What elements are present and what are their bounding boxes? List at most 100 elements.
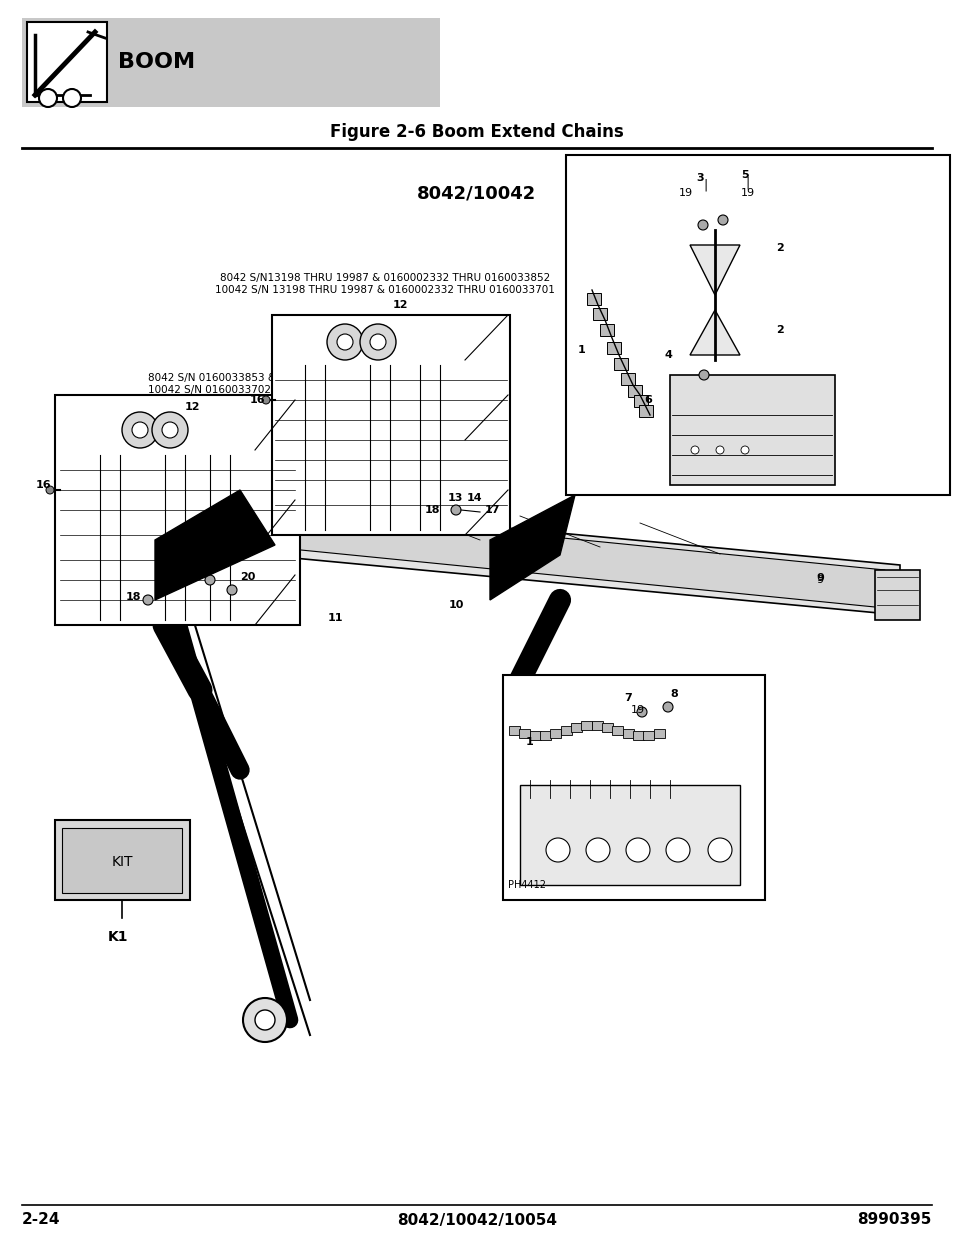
- Text: 8990395: 8990395: [857, 1213, 931, 1228]
- Bar: [27, 22, 107, 103]
- Bar: [580, 721, 592, 730]
- Text: BOOM: BOOM: [118, 52, 195, 72]
- Bar: [620, 373, 635, 384]
- Bar: [653, 729, 664, 739]
- Circle shape: [336, 333, 353, 350]
- Circle shape: [262, 396, 270, 404]
- Text: 16: 16: [36, 480, 51, 490]
- Circle shape: [451, 505, 460, 515]
- Bar: [55, 820, 190, 900]
- Text: K1: K1: [108, 930, 128, 944]
- Text: |: |: [745, 177, 749, 189]
- Bar: [539, 731, 551, 740]
- Text: 19: 19: [679, 188, 692, 198]
- Text: 2-24: 2-24: [22, 1213, 60, 1228]
- Bar: [614, 357, 628, 369]
- Text: 20: 20: [240, 572, 255, 582]
- Bar: [639, 405, 653, 417]
- Bar: [22, 19, 439, 107]
- Polygon shape: [490, 495, 575, 600]
- Text: 1: 1: [525, 737, 534, 747]
- Circle shape: [740, 446, 748, 454]
- Bar: [586, 293, 600, 305]
- Text: PH4412: PH4412: [507, 881, 545, 890]
- Bar: [519, 785, 740, 885]
- Text: 19: 19: [740, 188, 754, 198]
- Bar: [62, 827, 182, 893]
- Bar: [272, 315, 510, 535]
- Circle shape: [359, 324, 395, 359]
- Bar: [669, 375, 834, 485]
- Bar: [571, 722, 581, 732]
- Bar: [509, 726, 519, 735]
- Bar: [593, 308, 607, 320]
- Text: 10: 10: [448, 600, 463, 610]
- Circle shape: [327, 324, 363, 359]
- Circle shape: [162, 422, 178, 438]
- Text: 21: 21: [214, 558, 230, 568]
- Circle shape: [662, 701, 672, 713]
- Bar: [55, 395, 299, 625]
- Text: 9: 9: [816, 576, 822, 585]
- Circle shape: [698, 220, 707, 230]
- Text: 2: 2: [776, 325, 783, 335]
- Bar: [601, 722, 613, 732]
- Circle shape: [46, 487, 54, 494]
- Bar: [634, 395, 648, 408]
- Text: 7: 7: [623, 693, 631, 703]
- Text: 6: 6: [643, 395, 651, 405]
- Polygon shape: [689, 310, 740, 354]
- Circle shape: [63, 89, 81, 107]
- Circle shape: [545, 839, 569, 862]
- Circle shape: [690, 446, 699, 454]
- Text: 18: 18: [125, 592, 141, 601]
- Bar: [599, 324, 614, 336]
- Polygon shape: [154, 490, 274, 600]
- Bar: [612, 726, 622, 735]
- Text: 14: 14: [467, 493, 482, 503]
- Circle shape: [707, 839, 731, 862]
- Text: 8042 S/N 0160033853 & AFTER
10042 S/N 0160033702 & AFTER: 8042 S/N 0160033853 & AFTER 10042 S/N 01…: [148, 373, 318, 395]
- Bar: [529, 731, 540, 740]
- Bar: [607, 342, 620, 353]
- Circle shape: [205, 576, 214, 585]
- Circle shape: [132, 422, 148, 438]
- Polygon shape: [689, 245, 740, 295]
- Text: 18: 18: [424, 505, 439, 515]
- Polygon shape: [180, 500, 884, 608]
- Circle shape: [716, 446, 723, 454]
- Circle shape: [625, 839, 649, 862]
- Bar: [550, 729, 560, 739]
- Text: 8042/10042: 8042/10042: [416, 184, 536, 203]
- Text: 8042 S/N13198 THRU 19987 & 0160002332 THRU 0160033852
10042 S/N 13198 THRU 19987: 8042 S/N13198 THRU 19987 & 0160002332 TH…: [214, 273, 555, 295]
- Text: 16: 16: [250, 395, 266, 405]
- Text: 5: 5: [740, 170, 748, 180]
- Text: |: |: [703, 179, 707, 191]
- Circle shape: [699, 370, 708, 380]
- Polygon shape: [154, 495, 899, 615]
- Circle shape: [122, 412, 158, 448]
- Text: 13: 13: [447, 493, 462, 503]
- Text: 12: 12: [184, 403, 199, 412]
- Circle shape: [665, 839, 689, 862]
- Circle shape: [637, 706, 646, 718]
- Text: 8: 8: [669, 689, 678, 699]
- Circle shape: [227, 585, 236, 595]
- Bar: [642, 731, 654, 740]
- Text: Figure 2-6 Boom Extend Chains: Figure 2-6 Boom Extend Chains: [330, 124, 623, 141]
- Circle shape: [243, 998, 287, 1042]
- Bar: [502, 676, 764, 900]
- Text: 19: 19: [630, 705, 644, 715]
- Text: 8042/10042/10054: 8042/10042/10054: [396, 1213, 557, 1228]
- Circle shape: [152, 412, 188, 448]
- Bar: [591, 721, 602, 730]
- Bar: [560, 726, 571, 735]
- Circle shape: [718, 215, 727, 225]
- Circle shape: [143, 595, 152, 605]
- Text: 17: 17: [484, 505, 499, 515]
- Circle shape: [370, 333, 386, 350]
- Bar: [633, 731, 643, 740]
- Bar: [518, 729, 530, 739]
- Text: 11: 11: [327, 613, 342, 622]
- Text: 3: 3: [696, 173, 703, 183]
